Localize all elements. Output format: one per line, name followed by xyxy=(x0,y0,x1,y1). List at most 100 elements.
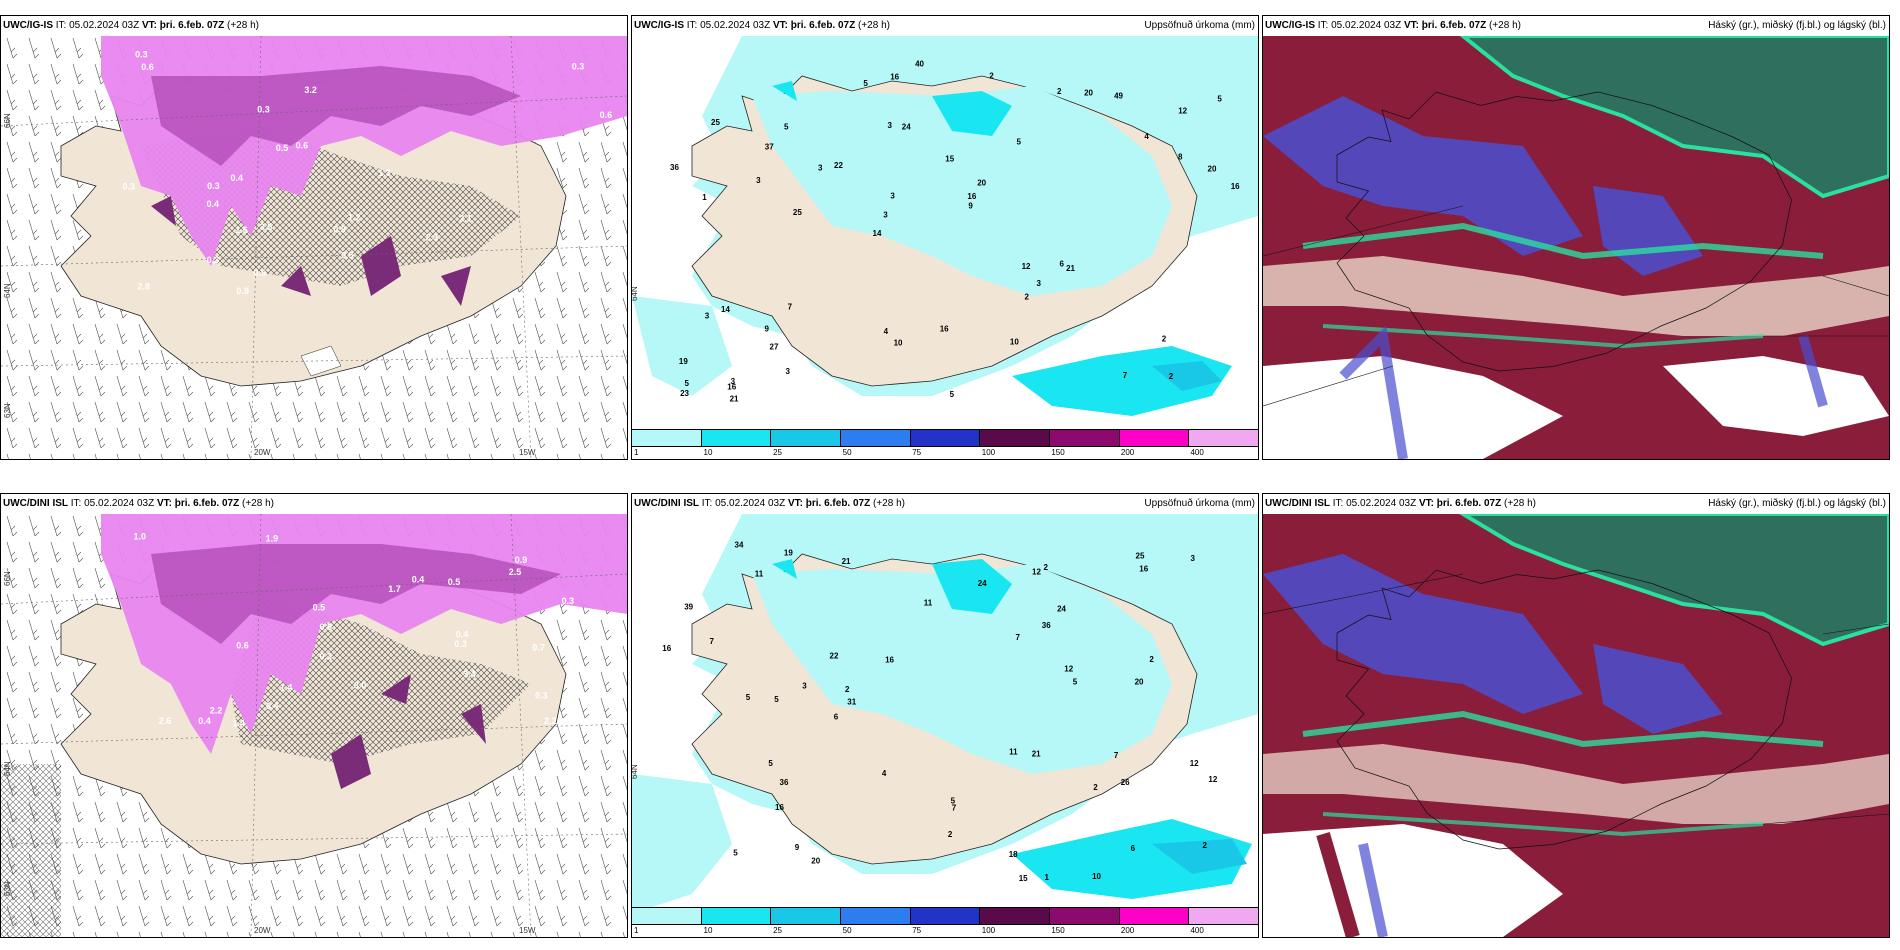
value-label: 5 xyxy=(1017,138,1022,147)
colorbar-swatch xyxy=(910,430,981,446)
value-label: 4 xyxy=(882,769,887,778)
value-label: 0.6 xyxy=(600,110,613,120)
lead-time: (+28 h) xyxy=(873,498,905,509)
value-label: 0.3 xyxy=(135,49,148,59)
colorbar-swatch xyxy=(701,908,772,924)
panel-header: UWC/DINI ISL IT: 05.02.2024 03Z VT: þri.… xyxy=(1263,494,1889,514)
value-label: 2.2 xyxy=(544,716,557,726)
valid-time-label: VT: xyxy=(156,498,172,509)
lat-label: 64N xyxy=(3,283,12,298)
value-label: 9 xyxy=(968,202,973,211)
lat-label: 64N xyxy=(631,286,639,301)
value-label: 34 xyxy=(735,541,744,550)
value-label: 18 xyxy=(1009,850,1018,859)
value-label: 24 xyxy=(978,579,987,588)
lon-label: 15W xyxy=(519,926,536,935)
value-label: 16 xyxy=(775,803,784,812)
value-label: 1 xyxy=(702,193,707,202)
value-label: 2 xyxy=(845,685,850,694)
model-name: UWC/DINI ISL xyxy=(3,498,68,509)
lead-time: (+28 h) xyxy=(242,498,274,509)
cloud-map xyxy=(1263,36,1889,459)
field-title: Uppsöfnuð úrkoma (mm) xyxy=(1144,20,1255,31)
value-label: 2 xyxy=(1044,563,1049,572)
value-label: 26 xyxy=(1121,778,1130,787)
value-label: 21 xyxy=(1066,264,1075,273)
value-label: 5 xyxy=(784,123,789,132)
value-label: 3 xyxy=(786,367,791,376)
colorbar-swatch xyxy=(701,430,772,446)
value-label: 2 xyxy=(989,71,994,80)
value-label: 0.3 xyxy=(257,105,270,115)
colorbar-swatch xyxy=(980,430,1051,446)
valid-time: þri. 6.feb. 07Z xyxy=(174,498,240,509)
value-label: 0.6 xyxy=(141,62,154,72)
value-label: 7 xyxy=(1114,751,1119,760)
value-label: 31 xyxy=(847,697,856,706)
colorbar-swatch xyxy=(841,908,911,924)
colorbar-tick-label: 50 xyxy=(842,926,852,935)
precip-colorbar: 1 10 25 50 75 100 150 200 400 xyxy=(632,429,1258,459)
value-label: 9 xyxy=(795,843,800,852)
colorbar-tick-label: 400 xyxy=(1190,448,1204,457)
value-label: 5 xyxy=(774,695,779,704)
init-time: IT: 05.02.2024 03Z xyxy=(701,498,786,509)
colorbar-swatch xyxy=(1119,908,1190,924)
init-time: IT: 05.02.2024 03Z xyxy=(1317,20,1402,31)
colorbar-tick-label: 400 xyxy=(1190,926,1204,935)
value-label: 6 xyxy=(1131,844,1136,853)
value-label: 7 xyxy=(952,804,957,813)
value-label: 2.8 xyxy=(138,282,151,292)
lon-label: 20W xyxy=(254,448,271,457)
precip-value-labels: 2112145331514221927242021251616128343527… xyxy=(670,60,1240,404)
init-time: IT: 05.02.2024 03Z xyxy=(686,20,771,31)
iceland-outline xyxy=(1336,569,1792,850)
valid-time-label: VT: xyxy=(141,20,157,31)
value-label: 12 xyxy=(1178,106,1187,115)
value-label: 15 xyxy=(945,154,954,163)
value-label: 7 xyxy=(1123,371,1128,380)
panel-header: UWC/DINI ISL IT: 05.02.2024 03Z VT: þri.… xyxy=(632,494,1258,514)
value-label: 9 xyxy=(765,324,770,333)
value-label: 2 xyxy=(948,830,953,839)
value-label: 0.4 xyxy=(198,716,211,726)
value-label: 3 xyxy=(890,191,895,200)
init-time: IT: 05.02.2024 03Z xyxy=(55,20,140,31)
value-label: 0.9 xyxy=(515,555,528,565)
value-label: 7 xyxy=(710,637,715,646)
colorbar-swatch xyxy=(1189,908,1258,924)
panel-snow-igis: UWC/IG-IS IT: 05.02.2024 03Z VT: þri. 6.… xyxy=(0,15,628,460)
value-label: 11 xyxy=(755,570,764,579)
value-label: 0.8 xyxy=(333,224,346,234)
iceland-outline xyxy=(1336,91,1792,372)
value-label: 8 xyxy=(1178,153,1183,162)
lon-label: 15W xyxy=(519,448,536,457)
colorbar-swatch xyxy=(1189,430,1258,446)
value-label: 0.3 xyxy=(123,181,136,191)
valid-time-label: VT: xyxy=(1418,498,1434,509)
value-label: 19 xyxy=(784,549,793,558)
value-label: 3.2 xyxy=(304,85,317,95)
colorbar-swatch xyxy=(632,908,702,924)
value-label: 2 xyxy=(1057,87,1062,96)
model-name: UWC/IG-IS xyxy=(3,20,53,31)
value-label: 21 xyxy=(842,557,851,566)
lat-label: 66N xyxy=(3,571,12,586)
colorbar-tick-label: 150 xyxy=(1051,926,1065,935)
value-label: 0.5 xyxy=(254,268,267,278)
value-label: 0.5 xyxy=(341,251,354,261)
colorbar-tick-label: 75 xyxy=(912,448,922,457)
value-label: 2.6 xyxy=(159,716,172,726)
value-label: 2.2 xyxy=(210,706,223,716)
value-label: 0.4 xyxy=(412,574,425,584)
precip-map: 1210755222124152021161612201116912117765… xyxy=(632,514,1258,907)
value-label: 4 xyxy=(1144,132,1149,141)
value-label: 5 xyxy=(746,693,751,702)
value-label: 3 xyxy=(888,121,893,130)
value-label: 16 xyxy=(662,644,671,653)
value-label: 19 xyxy=(679,357,688,366)
value-label: 1.3 xyxy=(378,168,391,178)
value-label: 7 xyxy=(1016,633,1021,642)
value-label: 10 xyxy=(894,339,903,348)
value-label: 10 xyxy=(1092,872,1101,881)
